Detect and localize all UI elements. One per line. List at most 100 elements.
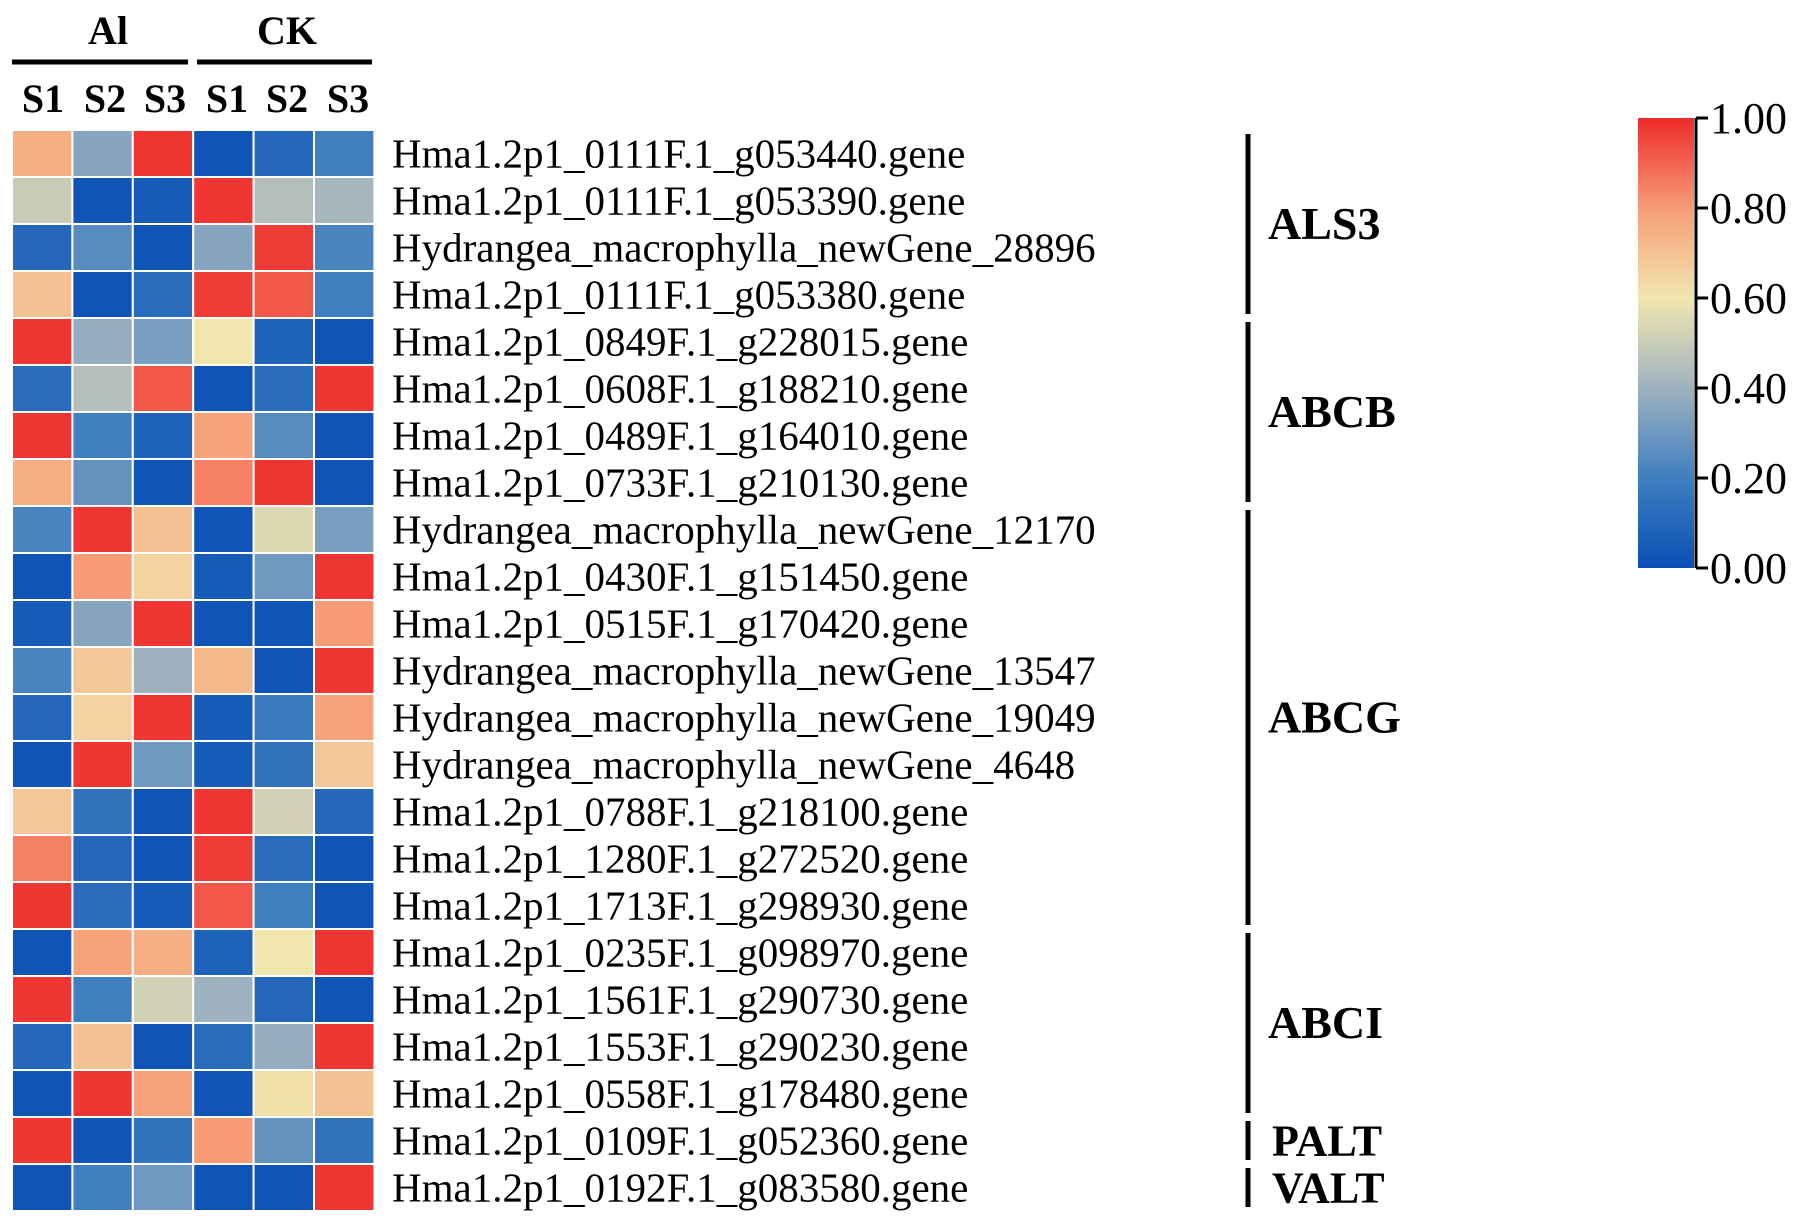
heatmap-cell bbox=[252, 505, 316, 554]
heatmap-cell bbox=[192, 458, 255, 507]
heatmap-cell bbox=[313, 646, 376, 695]
sample-label-al-s1: S1 bbox=[22, 76, 64, 121]
heatmap-cell bbox=[131, 975, 195, 1024]
heatmap-cell bbox=[252, 881, 316, 930]
heatmap-cell bbox=[192, 787, 255, 836]
heatmap-cell bbox=[131, 787, 195, 836]
heatmap-cell bbox=[252, 129, 316, 178]
heatmap-cell bbox=[252, 599, 316, 648]
heatmap-cell bbox=[131, 693, 195, 742]
heatmap-cell bbox=[11, 1022, 74, 1071]
heatmap-cell bbox=[192, 646, 255, 695]
heatmap-cell bbox=[313, 223, 376, 272]
colorbar-tick-label: 0.80 bbox=[1710, 184, 1787, 233]
family-label: PALT bbox=[1272, 1117, 1382, 1166]
heatmap-cell bbox=[71, 458, 134, 507]
gene-label: Hma1.2p1_1713F.1_g298930.gene bbox=[392, 883, 968, 929]
heatmap-cell bbox=[131, 1022, 195, 1071]
heatmap-cell bbox=[192, 552, 255, 601]
heatmap-cell bbox=[131, 176, 195, 225]
heatmap-cell bbox=[71, 317, 134, 366]
heatmap-cell bbox=[71, 1116, 134, 1165]
gene-labels: Hma1.2p1_0111F.1_g053440.geneHma1.2p1_01… bbox=[392, 131, 1096, 1211]
heatmap-cell bbox=[313, 1069, 376, 1118]
heatmap-cell bbox=[71, 1163, 134, 1212]
heatmap-cell bbox=[313, 364, 376, 413]
heatmap-cell bbox=[11, 129, 74, 178]
heatmap-cell bbox=[71, 364, 134, 413]
heatmap-cell bbox=[71, 176, 134, 225]
heatmap-cell bbox=[71, 599, 134, 648]
family-label: ALS3 bbox=[1268, 198, 1380, 249]
heatmap-cell bbox=[313, 881, 376, 930]
heatmap-cell bbox=[71, 928, 134, 977]
sample-label-al-s2: S2 bbox=[84, 76, 126, 121]
family-label: VALT bbox=[1272, 1164, 1385, 1213]
heatmap-cell bbox=[192, 599, 255, 648]
heatmap-cell bbox=[252, 1069, 316, 1118]
heatmap-cell bbox=[11, 411, 74, 460]
gene-label: Hma1.2p1_0235F.1_g098970.gene bbox=[392, 930, 968, 976]
heatmap-cell bbox=[11, 176, 74, 225]
family-label: ABCI bbox=[1268, 997, 1383, 1048]
heatmap-cell bbox=[71, 1069, 134, 1118]
heatmap-cell bbox=[71, 787, 134, 836]
heatmap-cell bbox=[192, 505, 255, 554]
heatmap-cell bbox=[252, 1022, 316, 1071]
heatmap-cell bbox=[131, 552, 195, 601]
heatmap-cell bbox=[11, 364, 74, 413]
heatmap-cell bbox=[192, 693, 255, 742]
gene-label: Hma1.2p1_0558F.1_g178480.gene bbox=[392, 1071, 968, 1117]
heatmap-cell bbox=[192, 1163, 255, 1212]
gene-label: Hma1.2p1_0111F.1_g053390.gene bbox=[392, 178, 965, 224]
heatmap-cell bbox=[71, 740, 134, 789]
heatmap-cell bbox=[313, 411, 376, 460]
heatmap-cell bbox=[313, 317, 376, 366]
heatmap-cell bbox=[11, 599, 74, 648]
heatmap-cell bbox=[252, 740, 316, 789]
heatmap-cell bbox=[11, 834, 74, 883]
heatmap-cell bbox=[11, 505, 74, 554]
colorbar-ticks: 0.00 0.20 0.40 0.60 0.80 1.00 bbox=[1696, 94, 1787, 593]
heatmap-cell bbox=[11, 881, 74, 930]
heatmap-cell bbox=[11, 975, 74, 1024]
heatmap-cell bbox=[252, 458, 316, 507]
heatmap-cell bbox=[252, 364, 316, 413]
gene-label: Hma1.2p1_0192F.1_g083580.gene bbox=[392, 1165, 968, 1211]
heatmap-cell bbox=[192, 740, 255, 789]
group-label-al: Al bbox=[88, 8, 128, 53]
heatmap-cell bbox=[131, 223, 195, 272]
heatmap-cell bbox=[313, 129, 376, 178]
gene-label: Hma1.2p1_0489F.1_g164010.gene bbox=[392, 413, 968, 459]
heatmap-cell bbox=[252, 1163, 316, 1212]
gene-label: Hma1.2p1_0109F.1_g052360.gene bbox=[392, 1118, 968, 1164]
heatmap-cell bbox=[71, 129, 134, 178]
heatmap-cell bbox=[192, 223, 255, 272]
heatmap-cell bbox=[131, 881, 195, 930]
gene-label: Hma1.2p1_1280F.1_g272520.gene bbox=[392, 836, 968, 882]
heatmap-cell bbox=[192, 176, 255, 225]
group-label-ck: CK bbox=[257, 8, 317, 53]
colorbar-tick-label: 0.00 bbox=[1710, 544, 1787, 593]
heatmap-cell bbox=[71, 646, 134, 695]
heatmap-cell bbox=[252, 552, 316, 601]
sample-labels: S1 S2 S3 S1 S2 S3 bbox=[22, 76, 369, 121]
heatmap-cell bbox=[131, 1069, 195, 1118]
heatmap-cell bbox=[11, 1069, 74, 1118]
heatmap-cell bbox=[313, 1022, 376, 1071]
heatmap-cell bbox=[11, 646, 74, 695]
heatmap-cell bbox=[252, 693, 316, 742]
heatmap-cell bbox=[252, 411, 316, 460]
gene-label: Hma1.2p1_0111F.1_g053380.gene bbox=[392, 272, 965, 318]
heatmap-cell bbox=[11, 740, 74, 789]
heatmap-cell bbox=[11, 693, 74, 742]
gene-label: Hydrangea_macrophylla_newGene_28896 bbox=[392, 225, 1096, 271]
heatmap-cell bbox=[11, 787, 74, 836]
gene-label: Hma1.2p1_0430F.1_g151450.gene bbox=[392, 554, 968, 600]
heatmap-cell bbox=[313, 740, 376, 789]
heatmap-cell bbox=[313, 270, 376, 319]
heatmap-cell bbox=[71, 270, 134, 319]
sample-label-ck-s1: S1 bbox=[206, 76, 248, 121]
heatmap-cell bbox=[71, 552, 134, 601]
